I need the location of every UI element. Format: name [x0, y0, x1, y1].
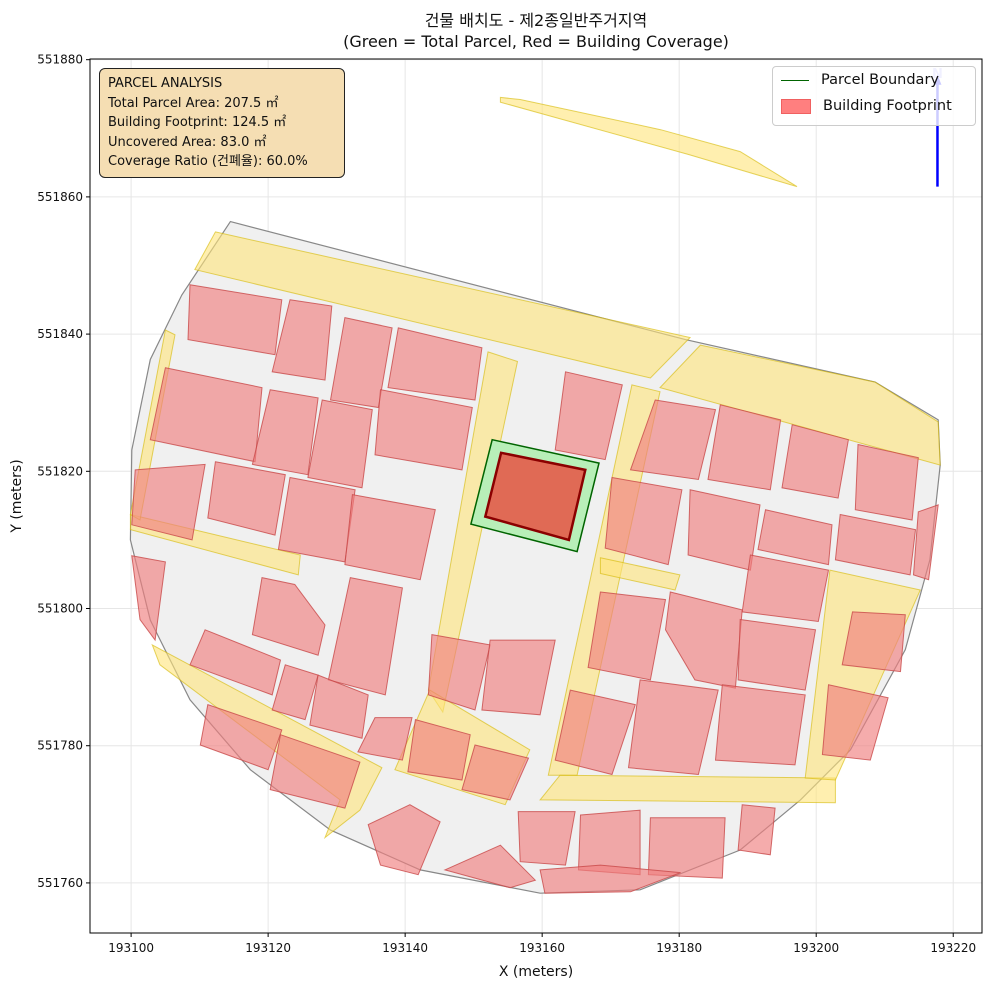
info-heading: PARCEL ANALYSIS: [108, 76, 223, 91]
building-footprint: [374, 389, 473, 471]
x-axis-label: X (meters): [499, 964, 573, 980]
building-footprint: [481, 639, 556, 716]
building-footprint: [131, 463, 206, 541]
building-footprint: [271, 299, 333, 381]
legend-label: Parcel Boundary: [821, 72, 939, 88]
building-footprint: [329, 317, 393, 409]
building-footprint: [251, 577, 326, 656]
road-polygon: [659, 344, 941, 466]
subject-layer: [469, 438, 600, 553]
chart-title: 건물 배치도 - 제2종일반주거지역: [424, 11, 648, 30]
building-footprint: [344, 494, 436, 581]
building-footprint: [604, 476, 683, 566]
building-footprint: [714, 684, 806, 766]
building-footprint: [357, 717, 413, 761]
building-footprint: [251, 389, 319, 476]
building-footprint: [577, 809, 641, 876]
y-tick-label: 551760: [37, 876, 83, 890]
building-footprint: [277, 476, 356, 563]
y-tick-label: 551860: [37, 190, 83, 204]
axis-ticks: 193100 193120 193140 193160 193180 193200 1932…: [37, 53, 976, 955]
building-footprint: [269, 734, 361, 809]
building-footprint: [854, 443, 919, 521]
building-footprint: [821, 684, 889, 761]
x-tick-label: 193140: [382, 941, 428, 955]
building-footprint: [199, 703, 283, 771]
y-tick-label: 551800: [37, 602, 83, 616]
legend-item-parcel: Parcel Boundary: [781, 72, 939, 88]
parcel-analysis-box: PARCEL ANALYSIS Total Parcel Area: 207.5…: [99, 68, 345, 178]
building-footprint: [629, 399, 717, 481]
building-footprint: [741, 554, 830, 623]
y-tick-label: 551840: [37, 327, 83, 341]
building-footprint: [627, 679, 719, 776]
building-footprint: [187, 284, 283, 356]
building-footprint: [841, 611, 906, 673]
y-tick-label: 551780: [37, 739, 83, 753]
building-footprint: [407, 718, 471, 781]
building-footprint: [757, 509, 833, 566]
buildings-layer: [131, 284, 939, 894]
building-footprint: [647, 817, 726, 879]
info-footprint: Building Footprint: 124.5 ㎡: [108, 115, 287, 130]
legend-item-building: Building Footprint: [781, 98, 952, 114]
y-axis-label: Y (meters): [9, 459, 25, 533]
x-tick-label: 193120: [245, 941, 291, 955]
building-footprint: [834, 513, 917, 576]
building-footprint: [309, 674, 369, 739]
axes-frame: [89, 58, 983, 934]
building-footprint: [737, 618, 817, 691]
building-footprint: [327, 577, 403, 696]
building-footprint: [781, 424, 849, 499]
x-tick-label: 193160: [519, 941, 565, 955]
subject-building-footprint: [483, 451, 587, 542]
building-footprint: [912, 504, 939, 581]
info-coverage: Coverage Ratio (건폐율): 60.0%: [108, 154, 308, 169]
building-footprint: [554, 371, 623, 461]
building-footprint: [461, 744, 530, 801]
building-footprint: [189, 629, 282, 696]
road-polygon: [599, 557, 681, 591]
road-polygon: [499, 96, 798, 188]
building-footprint: [554, 689, 636, 776]
x-tick-label: 193220: [930, 941, 976, 955]
building-footprint: [427, 634, 491, 711]
building-footprint: [587, 591, 667, 681]
building-footprint: [664, 591, 743, 689]
chart-subtitle: (Green = Total Parcel, Red = Building Co…: [343, 32, 729, 51]
building-footprint: [539, 864, 681, 894]
info-total-area: Total Parcel Area: 207.5 ㎡: [108, 95, 279, 111]
x-tick-label: 193100: [108, 941, 154, 955]
legend-line-swatch: [781, 79, 809, 81]
y-tick-label: 551880: [37, 53, 83, 67]
legend: Parcel Boundary Building Footprint: [772, 66, 976, 126]
building-footprint: [443, 844, 537, 889]
building-footprint: [367, 804, 441, 876]
building-footprint: [131, 555, 166, 642]
building-footprint: [207, 461, 286, 536]
building-footprint: [517, 811, 576, 866]
building-footprint: [707, 404, 782, 491]
x-tick-label: 193180: [656, 941, 702, 955]
building-footprint: [387, 327, 483, 401]
building-footprint: [307, 399, 373, 489]
building-footprint: [271, 664, 319, 721]
building-footprint: [737, 804, 776, 856]
info-uncovered: Uncovered Area: 83.0 ㎡: [108, 134, 267, 150]
road-polygon: [539, 774, 836, 804]
road-polygon: [194, 231, 692, 379]
legend-label: Building Footprint: [823, 98, 952, 114]
y-tick-label: 551820: [37, 464, 83, 478]
x-tick-label: 193200: [793, 941, 839, 955]
legend-patch-swatch: [781, 98, 811, 114]
